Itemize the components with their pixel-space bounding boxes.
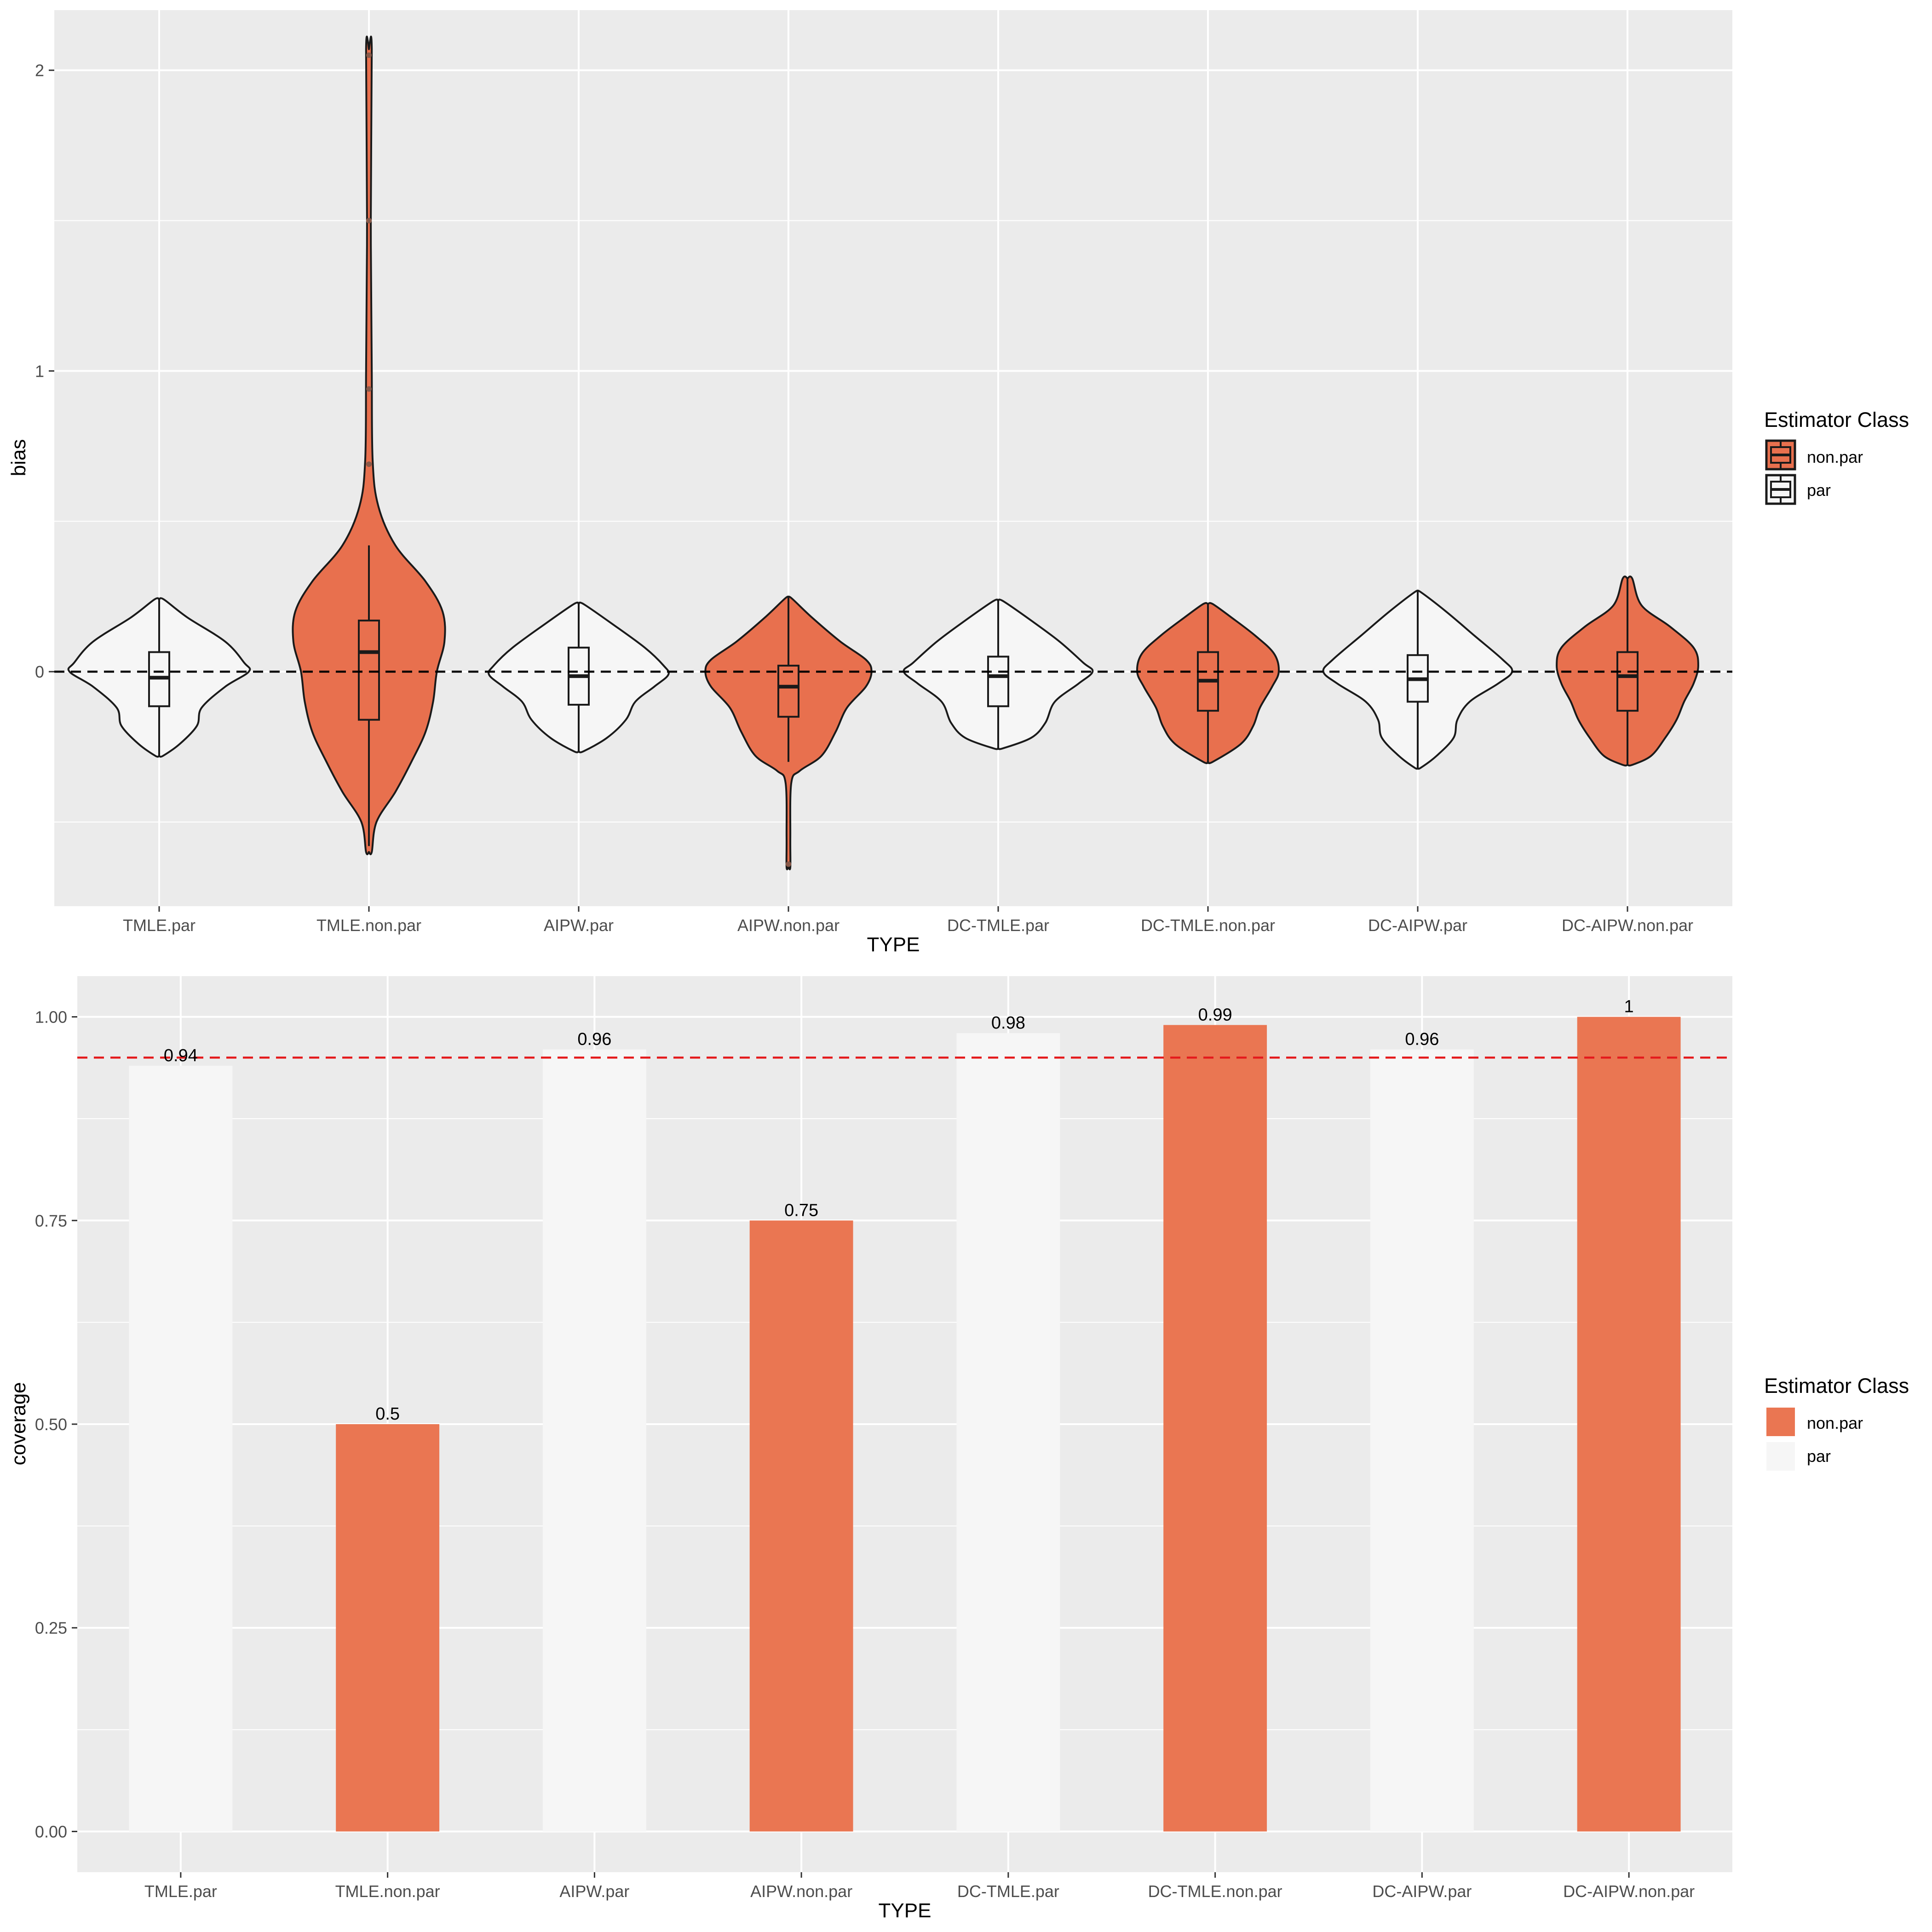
violin-box-dc-aipw-non-par [1616,651,1639,712]
coverage-legend-label-non-par: non.par [1807,1414,1863,1432]
violin-aipw-par [488,601,670,753]
bias-y-ticks: 0 1 2 [35,61,54,681]
violin-dc-tmle-par [903,598,1094,750]
coverage-y-tick-label: 1.00 [35,1008,67,1027]
coverage-value-label-aipw-non-par: 0.75 [784,1201,818,1220]
coverage-x-tick-label-tmle-non-par: TMLE.non.par [335,1882,440,1901]
bias-legend-title: Estimator Class [1764,408,1909,431]
bias-x-ticks: TMLE.par TMLE.non.par AIPW.par AIPW.non.par… [123,906,1693,935]
violin-tmle-non-par [292,35,446,856]
coverage-x-ticks: TMLE.par TMLE.non.par AIPW.par AIPW.non.par… [144,1872,1695,1901]
coverage-legend-label-par: par [1807,1447,1831,1466]
coverage-x-tick-label-aipw-par: AIPW.par [559,1882,629,1901]
bias-x-tick-label-dc-tmle-par: DC-TMLE.par [947,916,1049,935]
bias-y-tick-label: 2 [35,61,44,80]
violin-outlier-aipw-non-par [786,861,791,867]
bias-y-tick-label: 1 [35,362,44,380]
coverage-x-tick-label-tmle-par: TMLE.par [144,1882,217,1901]
coverage-y-tick-label: 0.25 [35,1619,67,1638]
coverage-bar-dc-aipw-non-par [1577,1017,1681,1832]
bias-x-tick-label-tmle-non-par: TMLE.non.par [316,916,421,935]
coverage-value-label-aipw-par: 0.96 [577,1029,611,1049]
coverage-x-tick-label-dc-tmle-non-par: DC-TMLE.non.par [1148,1882,1282,1901]
coverage-value-label-tmle-par: 0.94 [164,1046,198,1065]
coverage-value-label-dc-aipw-non-par: 1 [1624,997,1634,1017]
violin-dc-tmle-non-par [1136,602,1280,765]
coverage-y-tick-label: 0.00 [35,1822,67,1841]
violin-outlier-tmle-non-par [366,461,372,467]
coverage-legend-key-non-par [1766,1408,1795,1436]
violin-outlier-tmle-non-par [366,52,372,58]
violin-dc-aipw-par [1322,589,1513,770]
coverage-bar-aipw-par [542,1049,646,1832]
coverage-value-label-dc-aipw-par: 0.96 [1405,1029,1439,1049]
bias-panel-background [54,10,1732,906]
coverage-bars [129,1017,1681,1832]
coverage-y-axis-title: coverage [7,1382,30,1465]
violin-box-dc-tmle-par [987,656,1009,707]
bias-y-axis-title: bias [7,439,30,477]
bias-x-tick-label-dc-tmle-non-par: DC-TMLE.non.par [1141,916,1275,935]
violin-box-tmle-non-par [358,619,380,721]
bias-legend-key-non-par [1765,439,1796,471]
coverage-value-label-tmle-non-par: 0.5 [375,1404,400,1424]
bias-violins [67,35,1699,870]
coverage-x-tick-label-dc-aipw-non-par: DC-AIPW.non.par [1563,1882,1695,1901]
violin-body-tmle-non-par [292,35,446,856]
bias-x-tick-label-dc-aipw-non-par: DC-AIPW.non.par [1562,916,1693,935]
bias-x-tick-label-tmle-par: TMLE.par [123,916,196,935]
violin-aipw-non-par [704,595,873,870]
coverage-legend-title: Estimator Class [1764,1374,1909,1397]
violin-box-aipw-non-par [777,665,799,718]
coverage-legend: Estimator Class non.par par [1764,1374,1909,1471]
bias-x-tick-label-dc-aipw-par: DC-AIPW.par [1368,916,1467,935]
bias-x-axis-title: TYPE [867,933,920,956]
bias-legend-label-par: par [1807,481,1831,500]
coverage-bar-dc-tmle-non-par [1163,1025,1267,1832]
coverage-bar-tmle-non-par [336,1424,440,1832]
coverage-bar-dc-tmle-par [956,1033,1060,1832]
coverage-x-tick-label-dc-aipw-par: DC-AIPW.par [1372,1882,1472,1901]
bias-violin-chart: 0 1 2 TMLE.par TMLE.non.par AIPW.par AIPW.non… [7,10,1909,956]
coverage-y-tick-label: 0.50 [35,1415,67,1434]
coverage-value-label-dc-tmle-non-par: 0.99 [1198,1005,1232,1024]
coverage-value-labels: 0.94 0.5 0.96 0.75 0.98 0.99 0.96 1 [164,997,1634,1424]
bias-y-tick-label: 0 [35,662,44,681]
violin-tmle-par [67,597,251,758]
coverage-x-axis-title: TYPE [879,1899,932,1922]
coverage-bar-chart: 0.94 0.5 0.96 0.75 0.98 0.99 0.96 1 0.00 0.25 0.5… [7,976,1909,1922]
coverage-y-tick-label: 0.75 [35,1211,67,1230]
bias-x-tick-label-aipw-par: AIPW.par [544,916,614,935]
bias-x-tick-label-aipw-non-par: AIPW.non.par [737,916,840,935]
bias-legend: Estimator Class non.par par [1764,408,1909,505]
coverage-bar-tmle-par [129,1065,233,1832]
violin-outlier-tmle-non-par [366,218,372,224]
bias-legend-key-par [1765,474,1796,505]
bias-legend-label-non-par: non.par [1807,448,1863,466]
coverage-bar-aipw-non-par [749,1220,853,1832]
violin-outlier-tmle-non-par [366,386,372,392]
coverage-y-ticks: 0.00 0.25 0.50 0.75 1.00 [35,1008,77,1841]
coverage-legend-key-par [1766,1442,1795,1471]
coverage-x-tick-label-dc-tmle-par: DC-TMLE.par [957,1882,1059,1901]
coverage-x-tick-label-aipw-non-par: AIPW.non.par [750,1882,852,1901]
coverage-value-label-dc-tmle-par: 0.98 [991,1013,1025,1033]
coverage-bar-dc-aipw-par [1370,1049,1474,1832]
